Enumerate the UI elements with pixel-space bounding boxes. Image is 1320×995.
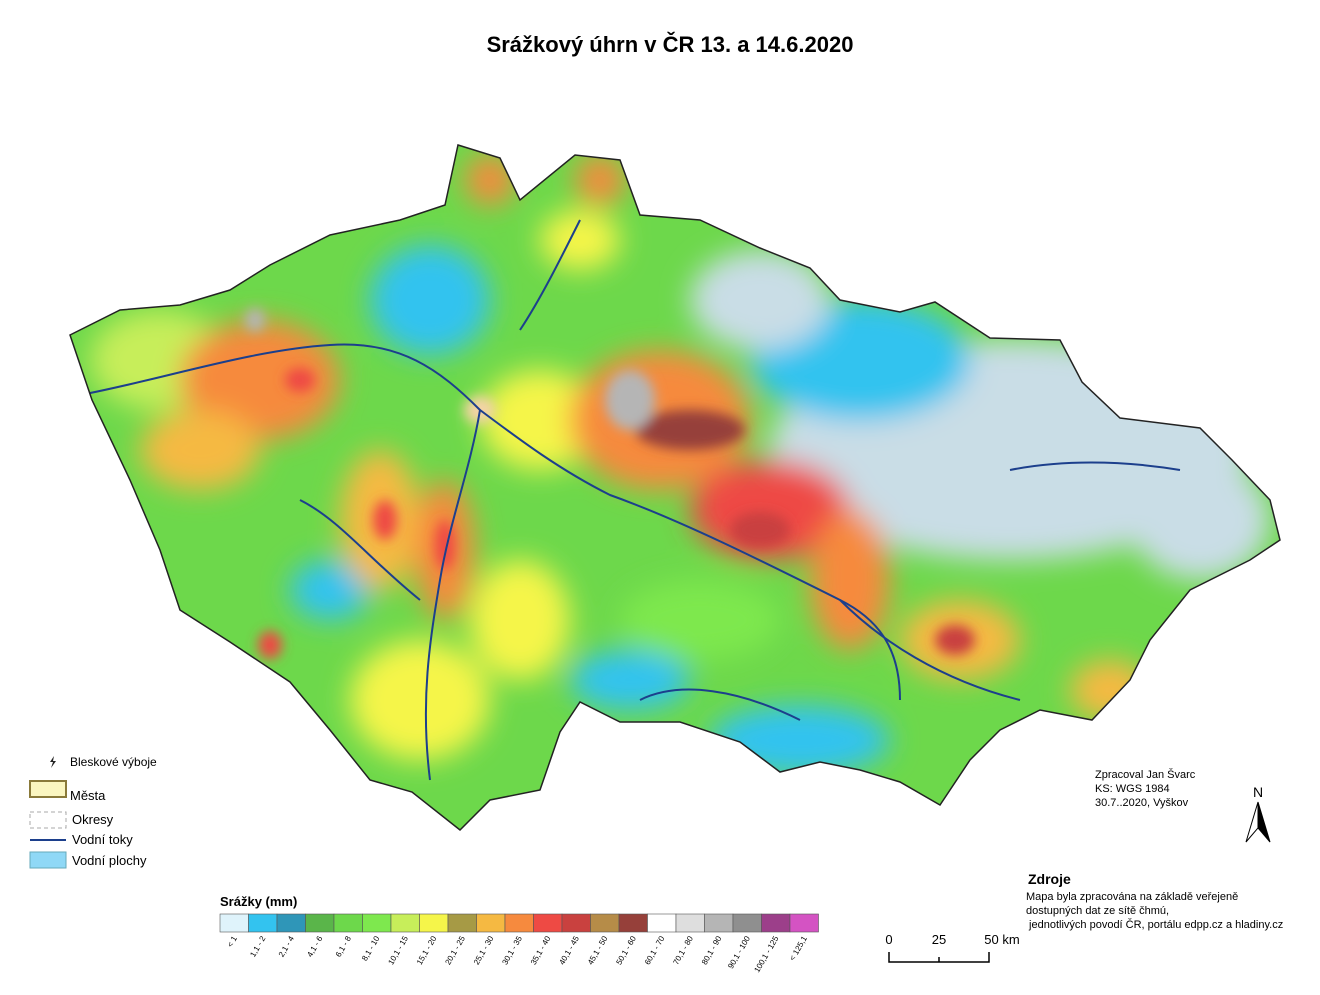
legend-swatch [362, 913, 392, 933]
legend-swatch [390, 913, 420, 933]
legend: Bleskové výboje Města Okresy Vodní toky … [29, 755, 157, 869]
legend-swatch [590, 913, 620, 933]
rivers [79, 219, 1181, 781]
legend-swatch [533, 913, 563, 933]
legend-swatch [704, 913, 734, 933]
district-symbol [29, 811, 67, 829]
legend-swatch [761, 913, 791, 933]
legend-label: Vodní toky [72, 832, 133, 847]
legend-swatch [476, 913, 506, 933]
legend-swatch [276, 913, 306, 933]
sources-line: Mapa byla zpracována na základě veřejeně [1026, 891, 1238, 903]
north-arrow: N [1245, 784, 1271, 843]
legend-swatch [305, 913, 335, 933]
legend-label: Vodní plochy [72, 853, 147, 868]
city-symbol [29, 780, 67, 798]
legend-swatch [618, 913, 648, 933]
credit-line: 30.7..2020, Vyškov [1095, 797, 1189, 809]
legend-swatch [504, 913, 534, 933]
legend-swatch [219, 913, 249, 933]
scale-label: 0 [885, 932, 892, 947]
lightning-symbol [50, 756, 56, 768]
water-symbol [29, 851, 67, 869]
credit-line: Zpracoval Jan Švarc [1095, 768, 1196, 781]
sources-title: Zdroje [1028, 871, 1071, 887]
sources-line: jednotlivých povodí ČR, portálu edpp.cz … [1026, 918, 1283, 931]
legend-swatch [789, 913, 819, 933]
legend-swatch [675, 913, 705, 933]
sources-line: dostupných dat ze sítě čhmú, [1026, 905, 1169, 917]
legend-label: Města [70, 788, 106, 803]
legend-swatch [248, 913, 278, 933]
scale-label: 50 km [984, 932, 1019, 947]
legend-label: Bleskové výboje [70, 755, 157, 769]
legend-swatch [419, 913, 449, 933]
credits: Zpracoval Jan Švarc KS: WGS 1984 30.7..2… [1095, 768, 1196, 809]
legend-swatch [333, 913, 363, 933]
map-title: Srážkový úhrn v ČR 13. a 14.6.2020 [487, 32, 854, 57]
legend-swatch [732, 913, 762, 933]
scale-title: Srážky (mm) [220, 894, 297, 909]
legend-swatch [647, 913, 677, 933]
north-label: N [1253, 784, 1263, 800]
credit-line: KS: WGS 1984 [1095, 783, 1170, 795]
scale-label: 25 [932, 932, 946, 947]
scale-bar: 0 25 50 km [885, 932, 1020, 963]
legend-label: Okresy [72, 812, 114, 827]
legend-swatch [447, 913, 477, 933]
legend-swatch [561, 913, 591, 933]
sources: Zdroje Mapa byla zpracována na základě v… [1026, 871, 1283, 931]
